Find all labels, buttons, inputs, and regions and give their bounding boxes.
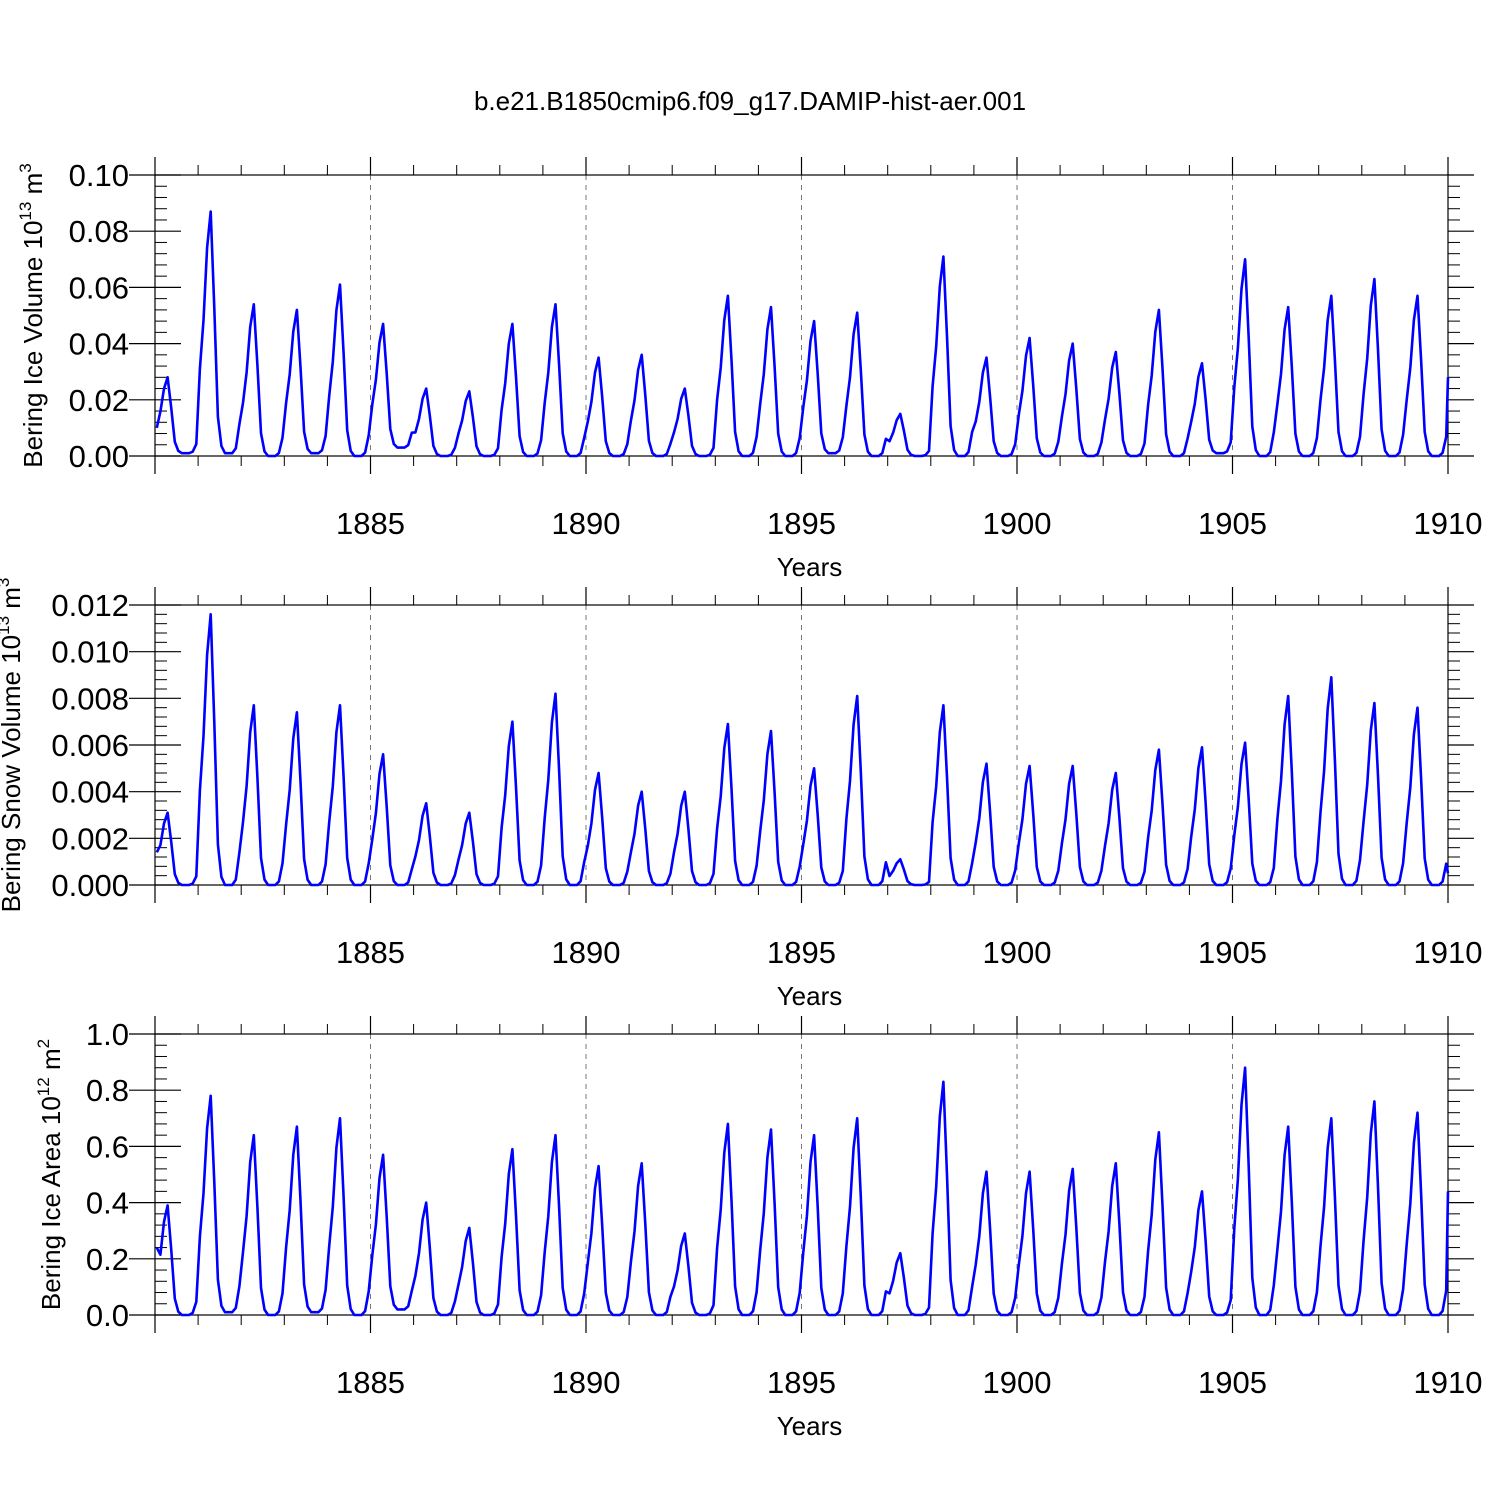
y-tick-label: 0.002	[51, 821, 129, 856]
y-axis-label: Bering Ice Volume 1013 m3	[16, 163, 48, 467]
y-tick-label: 0.008	[51, 681, 129, 716]
x-tick-label: 1900	[983, 935, 1052, 970]
x-tick-label: 1905	[1198, 1365, 1267, 1400]
series-line-snow-volume	[155, 613, 1450, 887]
x-tick-label: 1890	[552, 935, 621, 970]
panel-snow-volume: 1885 1890 1895 1900 1905 1910 Years 0.000 0.002 0…	[0, 578, 1482, 1011]
y-tick-label: 0.0	[86, 1298, 129, 1333]
x-tick-label: 1900	[983, 1365, 1052, 1400]
x-tick-label: 1890	[552, 506, 621, 541]
y-tick-label: 0.08	[69, 214, 129, 249]
chart-title: b.e21.B1850cmip6.f09_g17.DAMIP-hist-aer.…	[474, 86, 1026, 116]
y-tick-label: 0.00	[69, 439, 129, 474]
x-tick-label: 1885	[336, 1365, 405, 1400]
y-tick-label: 0.06	[69, 270, 129, 305]
x-tick-label: 1910	[1414, 935, 1483, 970]
x-tick-label: 1885	[336, 506, 405, 541]
y-tick-label: 0.04	[69, 327, 129, 362]
y-tick-label: 0.006	[51, 728, 129, 763]
panel-ice-volume: 1885 1890 1895 1900 1905 1910 Years 0.00 0.02 0.0…	[16, 157, 1482, 582]
y-tick-label: 0.4	[86, 1186, 129, 1221]
y-tick-label: 0.004	[51, 775, 129, 810]
y-axis-label: Bering Ice Area 1012 m2	[34, 1039, 66, 1310]
x-tick-label: 1910	[1414, 506, 1483, 541]
x-tick-label: 1900	[983, 506, 1052, 541]
x-axis-label: Years	[777, 1411, 843, 1441]
y-tick-label: 0.02	[69, 383, 129, 418]
x-tick-label: 1910	[1414, 1365, 1483, 1400]
x-tick-label: 1895	[767, 506, 836, 541]
y-tick-label: 0.010	[51, 635, 129, 670]
x-tick-label: 1905	[1198, 935, 1267, 970]
series-line-ice-area	[155, 1066, 1450, 1317]
x-tick-label: 1890	[552, 1365, 621, 1400]
y-tick-label: 0.6	[86, 1129, 129, 1164]
x-tick-label: 1895	[767, 1365, 836, 1400]
series-line-ice-volume	[155, 210, 1450, 458]
x-tick-label: 1895	[767, 935, 836, 970]
x-tick-label: 1885	[336, 935, 405, 970]
y-tick-label: 0.2	[86, 1242, 129, 1277]
y-tick-label: 0.012	[51, 588, 129, 623]
y-tick-label: 0.10	[69, 158, 129, 193]
x-tick-label: 1905	[1198, 506, 1267, 541]
x-axis-label: Years	[777, 981, 843, 1011]
y-tick-label: 0.000	[51, 868, 129, 903]
x-axis-label: Years	[777, 552, 843, 582]
y-tick-label: 1.0	[86, 1017, 129, 1052]
y-axis-label: Bering Snow Volume 1013 m3	[0, 578, 26, 913]
y-tick-label: 0.8	[86, 1073, 129, 1108]
panel-ice-area: 1885 1890 1895 1900 1905 1910 Years 0.0 0.2 0.4 0.…	[34, 1016, 1482, 1441]
